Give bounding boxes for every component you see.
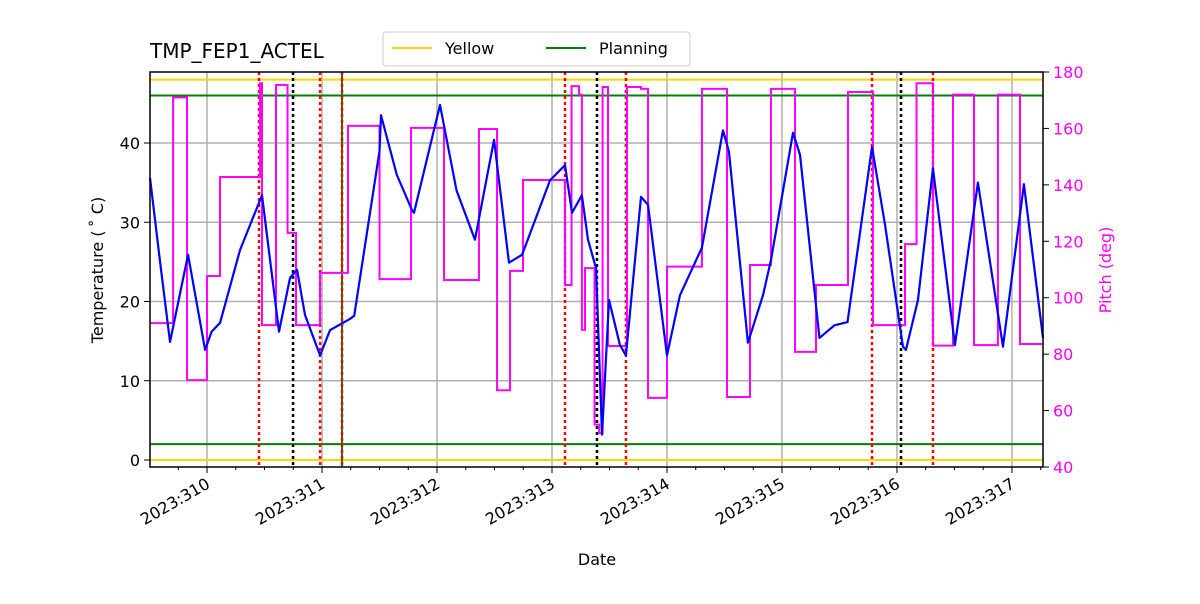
y-tick-label: 10: [120, 372, 140, 391]
y2-tick-label: 60: [1053, 402, 1073, 421]
axes: 2023:310 2023:311 2023:312 2023:313 2023:314…: [120, 63, 1084, 529]
x-tick-label: 2023:315: [712, 474, 788, 529]
x-axis-label: Date: [578, 550, 616, 569]
x-tick-label: 2023:317: [942, 474, 1018, 529]
y-axis-label: Temperature ( ˚ C): [88, 197, 107, 344]
y2-tick-label: 80: [1053, 345, 1073, 364]
legend-label-yellow: Yellow: [444, 39, 494, 58]
y-tick-label: 40: [120, 134, 140, 153]
y2-tick-label: 100: [1053, 289, 1084, 308]
x-tick-label: 2023:311: [252, 474, 328, 529]
x-tick-label: 2023:312: [367, 474, 443, 529]
x-tick-label: 2023:313: [482, 474, 558, 529]
vertical-markers: [257, 72, 935, 467]
legend-box: [382, 31, 691, 67]
temperature-line: [148, 103, 1045, 436]
y-tick-label: 0: [130, 451, 140, 470]
y-tick-label: 20: [120, 293, 140, 312]
chart-title: TMP_FEP1_ACTEL: [149, 39, 325, 63]
y2-tick-label: 120: [1053, 232, 1084, 251]
series: [148, 82, 1045, 436]
x-tick-label: 2023:314: [597, 474, 673, 529]
y2-tick-label: 40: [1053, 458, 1073, 477]
plot-frame: [149, 71, 1044, 468]
y2-tick-label: 180: [1053, 63, 1084, 82]
legend-label-planning: Planning: [599, 39, 668, 58]
y2-tick-label: 140: [1053, 176, 1084, 195]
x-tick-label: 2023:316: [827, 474, 903, 529]
y-tick-label: 30: [120, 213, 140, 232]
x-tick-label: 2023:310: [137, 474, 213, 529]
y2-axis-label: Pitch (deg): [1096, 227, 1115, 314]
legend: Yellow Planning: [382, 31, 691, 67]
y2-tick-label: 160: [1053, 119, 1084, 138]
pitch-line: [150, 82, 1043, 435]
